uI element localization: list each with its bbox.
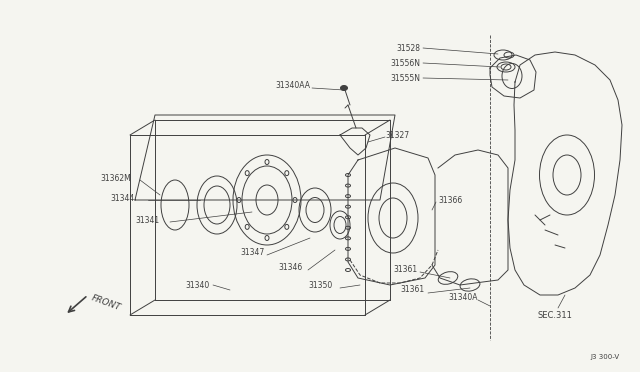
Text: FRONT: FRONT xyxy=(90,294,122,313)
Text: 31361: 31361 xyxy=(400,285,424,295)
Text: 31528: 31528 xyxy=(396,44,420,52)
Text: 31340: 31340 xyxy=(185,280,209,289)
Text: 31362M: 31362M xyxy=(100,173,131,183)
Text: 31344: 31344 xyxy=(110,193,134,202)
Text: 31347: 31347 xyxy=(240,247,264,257)
Text: 31346: 31346 xyxy=(278,263,302,273)
Text: 31555N: 31555N xyxy=(390,74,420,83)
Text: 31350: 31350 xyxy=(308,280,332,289)
Text: 31327: 31327 xyxy=(385,131,409,140)
Text: J3 300-V: J3 300-V xyxy=(591,354,620,360)
Text: 31340AA: 31340AA xyxy=(275,80,310,90)
Text: 31366: 31366 xyxy=(438,196,462,205)
Text: 31341: 31341 xyxy=(135,215,159,224)
Text: 31556N: 31556N xyxy=(390,58,420,67)
Text: 31340A: 31340A xyxy=(448,294,477,302)
Text: 31361: 31361 xyxy=(393,266,417,275)
Ellipse shape xyxy=(340,86,348,90)
Text: SEC.311: SEC.311 xyxy=(538,311,572,320)
